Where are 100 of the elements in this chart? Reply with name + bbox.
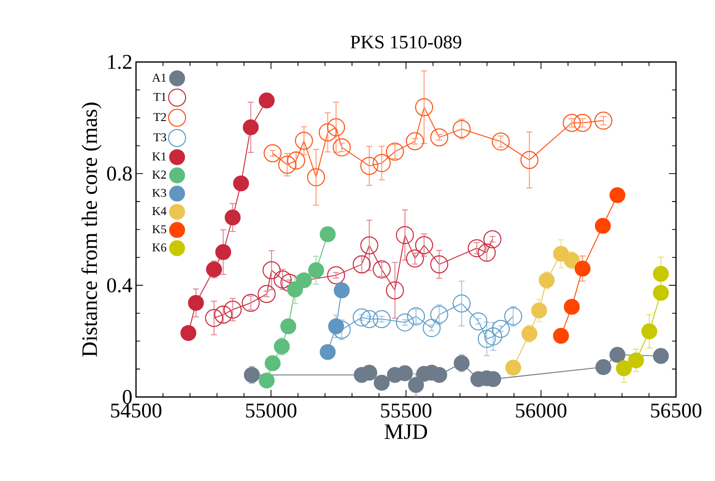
point [652, 266, 669, 282]
point [180, 325, 196, 342]
point [278, 156, 296, 174]
point [616, 360, 632, 376]
legend-label: K3 [152, 188, 166, 197]
point [386, 281, 404, 300]
point [206, 261, 222, 278]
point [320, 226, 336, 242]
point [564, 252, 580, 268]
x-axis-title: MJD [384, 424, 428, 440]
legend-label: T3 [154, 133, 166, 142]
point [594, 218, 611, 234]
point [406, 132, 424, 150]
point [307, 168, 326, 186]
point [334, 282, 350, 298]
point [430, 255, 448, 274]
point [553, 328, 569, 344]
point [521, 326, 538, 342]
y-tick-label: 1.2 [108, 54, 132, 70]
point [352, 308, 371, 326]
point [641, 323, 658, 340]
x-tick-label: 56500 [651, 404, 702, 418]
point [574, 260, 591, 277]
point [406, 307, 425, 326]
point [320, 344, 336, 360]
point [224, 210, 241, 226]
point [478, 330, 496, 348]
point [452, 294, 471, 312]
point [280, 318, 296, 334]
point [264, 355, 281, 372]
x-tick-label: 54500 [111, 404, 162, 418]
point [258, 284, 276, 303]
point [372, 310, 391, 328]
point [327, 118, 346, 136]
point [406, 250, 424, 268]
point [360, 236, 378, 254]
point [564, 298, 580, 315]
point [492, 132, 510, 151]
legend-label: A1 [152, 74, 166, 82]
point [484, 327, 502, 346]
chart-title: PKS 1510-089 [350, 36, 462, 48]
point [452, 120, 471, 138]
point [360, 156, 378, 175]
point [374, 374, 390, 391]
point [609, 187, 626, 204]
point [308, 262, 324, 278]
y-tick-label: 0.8 [107, 166, 132, 181]
point [609, 346, 626, 363]
point [188, 294, 204, 311]
point [396, 226, 414, 244]
y-tick-label: 0 [122, 390, 132, 404]
point [454, 355, 470, 372]
point [233, 175, 249, 192]
point [504, 307, 522, 326]
x-tick-label: 55000 [246, 404, 296, 418]
point [595, 359, 612, 376]
point [258, 372, 275, 388]
point [628, 352, 644, 368]
legend-label: T1 [154, 92, 166, 101]
point [352, 255, 371, 274]
point [318, 123, 337, 142]
point [469, 312, 488, 330]
point [205, 308, 224, 327]
point [468, 239, 486, 258]
legend-label: K4 [152, 207, 166, 215]
point [372, 154, 391, 172]
legend-label: K1 [152, 152, 166, 160]
point [332, 138, 351, 156]
point [244, 366, 260, 383]
point [242, 294, 260, 312]
point [386, 142, 404, 161]
point [274, 270, 292, 288]
point [360, 310, 378, 328]
point [224, 300, 242, 319]
point [652, 284, 669, 301]
point [408, 377, 424, 393]
point [478, 244, 496, 262]
point [520, 150, 538, 169]
y-axis-title: Distance from the core (mas) [81, 102, 102, 357]
point [562, 114, 581, 132]
point [415, 236, 434, 254]
point [574, 114, 592, 132]
point [430, 306, 448, 324]
point [422, 319, 441, 338]
legend-label: T2 [154, 113, 166, 121]
point [415, 98, 434, 116]
point [538, 272, 555, 288]
legend-label: K6 [152, 243, 166, 252]
x-tick-label: 56000 [516, 404, 566, 418]
point [215, 244, 232, 260]
point [258, 92, 275, 108]
y-tick-label: 0.4 [107, 278, 132, 292]
point [396, 313, 414, 332]
point [531, 302, 548, 318]
point [505, 360, 522, 376]
point [264, 144, 282, 162]
point [430, 128, 448, 146]
point [327, 266, 346, 284]
point [372, 260, 391, 278]
point [594, 112, 612, 130]
